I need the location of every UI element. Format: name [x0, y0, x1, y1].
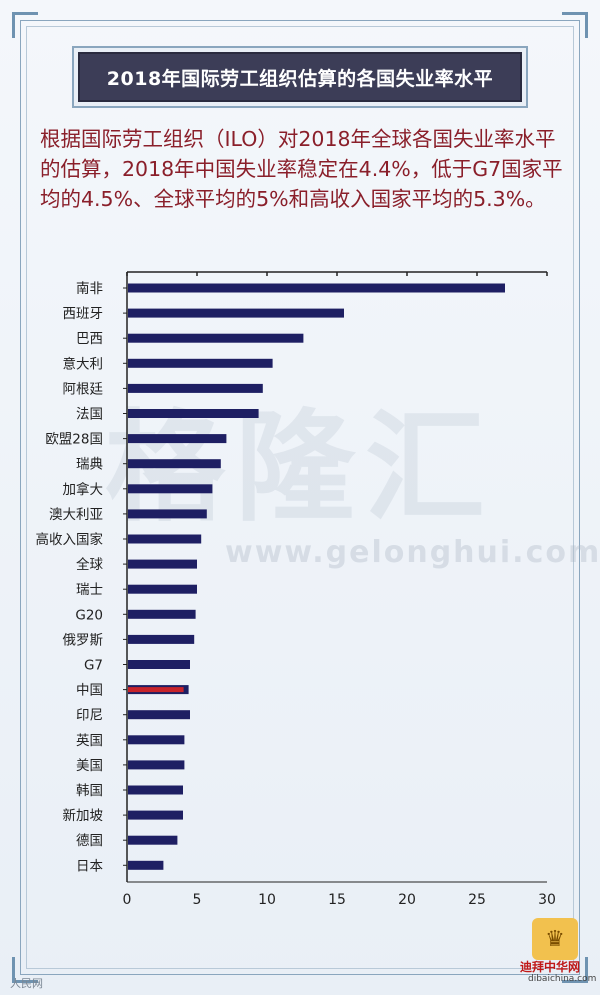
- site-logo-text: 迪拜中华网: [520, 960, 581, 974]
- bar: [128, 358, 273, 368]
- outer-frame: [20, 20, 580, 975]
- bar: [128, 735, 185, 745]
- bar: [128, 383, 263, 393]
- category-label: 高收入国家: [36, 531, 104, 548]
- description-text: 根据国际劳工组织（ILO）对2018年全球各国失业率水平的估算，2018年中国失…: [40, 127, 563, 211]
- bar: [128, 308, 344, 318]
- page-title: 2018年国际劳工组织估算的各国失业率水平: [106, 67, 494, 90]
- bar: [128, 660, 190, 669]
- category-label: 英国: [76, 732, 103, 749]
- bar: [128, 785, 183, 795]
- bar: [128, 634, 195, 644]
- watermark-url: www.gelonghui.com: [225, 535, 600, 570]
- corner-ornament-top-left: [12, 12, 38, 38]
- bar: [128, 509, 207, 519]
- bar: [128, 810, 183, 820]
- category-label: 日本: [76, 858, 103, 874]
- category-label: G7: [84, 658, 103, 674]
- category-label: 新加坡: [63, 808, 104, 824]
- bar-highlight-fill: [128, 687, 184, 693]
- category-label: 瑞典: [76, 457, 103, 473]
- category-label: 韩国: [76, 783, 103, 799]
- category-label: 瑞士: [76, 582, 103, 598]
- bar: [128, 333, 304, 343]
- bar: [128, 283, 505, 293]
- category-label: 法国: [76, 407, 103, 423]
- category-label: 意大利: [63, 355, 104, 372]
- x-tick-label: 25: [468, 892, 486, 908]
- corner-ornament-bottom-right: [562, 957, 588, 983]
- bar: [128, 409, 259, 418]
- bar: [128, 710, 190, 720]
- bar: [128, 534, 202, 544]
- x-tick-label: 10: [258, 892, 276, 908]
- category-label: 巴西: [76, 331, 103, 347]
- x-tick-label: 20: [398, 892, 416, 908]
- corner-ornament-bottom-left: [12, 957, 38, 983]
- category-label: 德国: [76, 833, 103, 849]
- bar: [128, 434, 227, 444]
- x-tick-label: 15: [328, 892, 346, 908]
- bar: [128, 835, 178, 845]
- x-tick-label: 30: [538, 892, 556, 908]
- source-credit: 人民网: [10, 977, 43, 990]
- category-label: 阿根廷: [63, 381, 104, 397]
- bar: [128, 459, 221, 469]
- category-label: 印尼: [76, 708, 103, 724]
- category-label: 俄罗斯: [63, 632, 104, 648]
- bar: [128, 484, 213, 494]
- category-label: 南非: [76, 281, 103, 297]
- title-banner: 2018年国际劳工组织估算的各国失业率水平: [78, 52, 522, 102]
- bar: [128, 584, 197, 594]
- category-label: 加拿大: [63, 481, 104, 498]
- category-label: 美国: [76, 758, 103, 774]
- bar: [128, 559, 197, 569]
- corner-ornament-top-right: [562, 12, 588, 38]
- category-label: 欧盟28国: [45, 432, 103, 448]
- category-label: 澳大利亚: [49, 507, 103, 523]
- x-tick-label: 0: [123, 892, 132, 908]
- category-label: G20: [75, 607, 103, 623]
- bar: [128, 609, 196, 619]
- category-label: 西班牙: [63, 306, 104, 322]
- site-logo-url: dibaichina.com: [528, 974, 597, 984]
- x-tick-label: 5: [193, 892, 202, 908]
- inner-frame: [26, 26, 574, 969]
- site-logo-icon: ♛: [532, 918, 578, 960]
- bar: [128, 760, 185, 770]
- bar: [128, 860, 164, 870]
- category-label: 全球: [76, 556, 103, 573]
- category-label: 中国: [76, 683, 103, 699]
